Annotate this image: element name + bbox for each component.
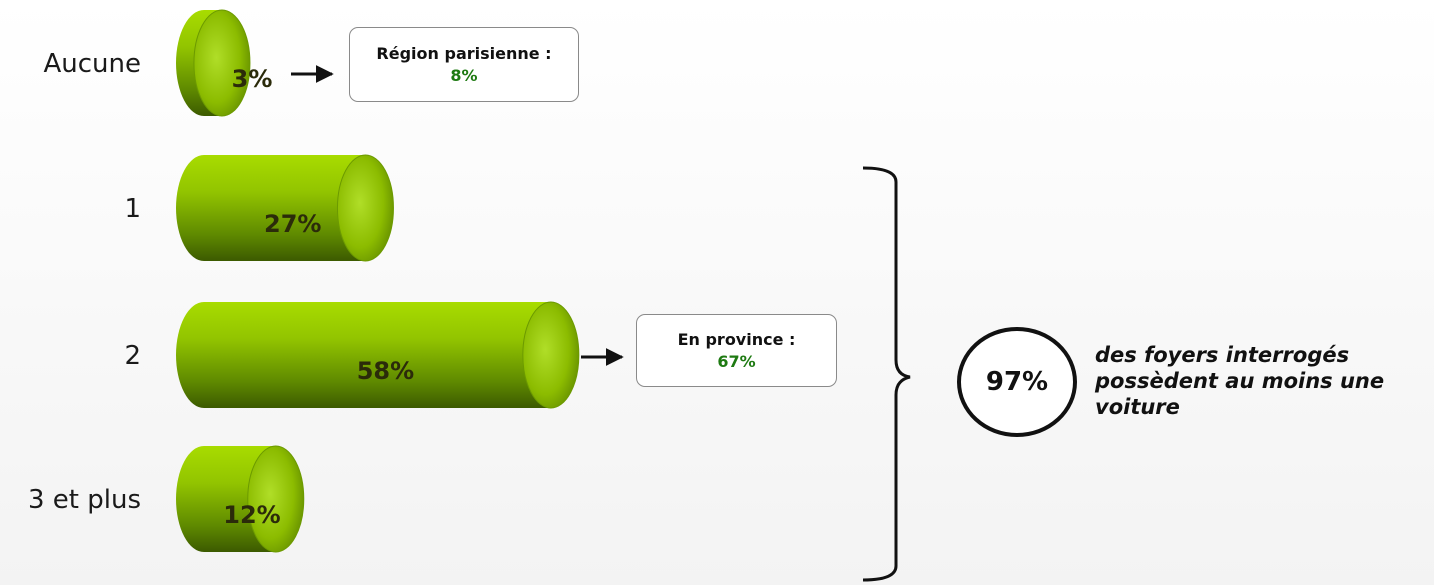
bars xyxy=(176,9,580,553)
province-callout-label: En province : xyxy=(677,329,796,349)
category-labels: Aucune 1 2 3 et plus xyxy=(28,49,141,515)
bar-3-et-plus xyxy=(176,445,305,553)
paris-callout-value: 8% xyxy=(450,65,478,85)
value-labels: 3% 27% 58% 12% xyxy=(223,65,414,529)
value-label-aucune: 3% xyxy=(232,65,273,93)
bar-body xyxy=(176,155,366,261)
category-label-1: 1 xyxy=(124,194,141,224)
bar-2 xyxy=(176,301,580,409)
paris-callout: Région parisienne : 8% xyxy=(349,27,579,102)
total-circle: 97% xyxy=(957,327,1077,437)
bar-1 xyxy=(176,154,394,262)
category-label-aucune: Aucune xyxy=(43,49,141,79)
grouping-brace xyxy=(862,166,911,582)
bar-body xyxy=(176,302,551,408)
category-label-3-et-plus: 3 et plus xyxy=(28,485,141,515)
value-label-1: 27% xyxy=(264,210,321,238)
bar-cap xyxy=(193,9,251,117)
category-label-2: 2 xyxy=(124,341,141,371)
total-description: des foyers interrogés possèdent au moins… xyxy=(1095,343,1385,419)
paris-callout-label: Région parisienne : xyxy=(376,43,552,63)
bar-cap xyxy=(336,154,394,262)
province-callout: En province : 67% xyxy=(636,314,837,387)
value-label-3-et-plus: 12% xyxy=(223,501,280,529)
province-callout-value: 67% xyxy=(717,351,756,371)
bar-aucune xyxy=(176,9,251,117)
value-label-2: 58% xyxy=(357,357,414,385)
total-value: 97% xyxy=(985,367,1049,397)
bar-body xyxy=(176,446,276,552)
bar-cap xyxy=(522,301,580,409)
bar-cap xyxy=(247,445,305,553)
